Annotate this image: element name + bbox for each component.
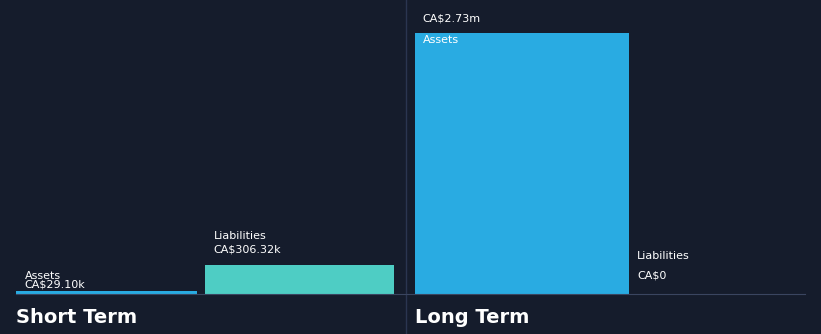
Text: CA$0: CA$0 — [637, 271, 667, 281]
Text: Assets: Assets — [25, 271, 61, 281]
Text: Liabilities: Liabilities — [213, 231, 266, 241]
Text: Short Term: Short Term — [16, 308, 138, 327]
Text: Long Term: Long Term — [415, 308, 529, 327]
Text: Liabilities: Liabilities — [637, 250, 690, 261]
Text: CA$2.73m: CA$2.73m — [423, 13, 481, 23]
Bar — [415, 33, 629, 294]
Bar — [16, 291, 197, 294]
Bar — [205, 265, 394, 294]
Text: Assets: Assets — [423, 35, 459, 45]
Text: CA$29.10k: CA$29.10k — [25, 280, 85, 290]
Text: CA$306.32k: CA$306.32k — [213, 245, 281, 255]
